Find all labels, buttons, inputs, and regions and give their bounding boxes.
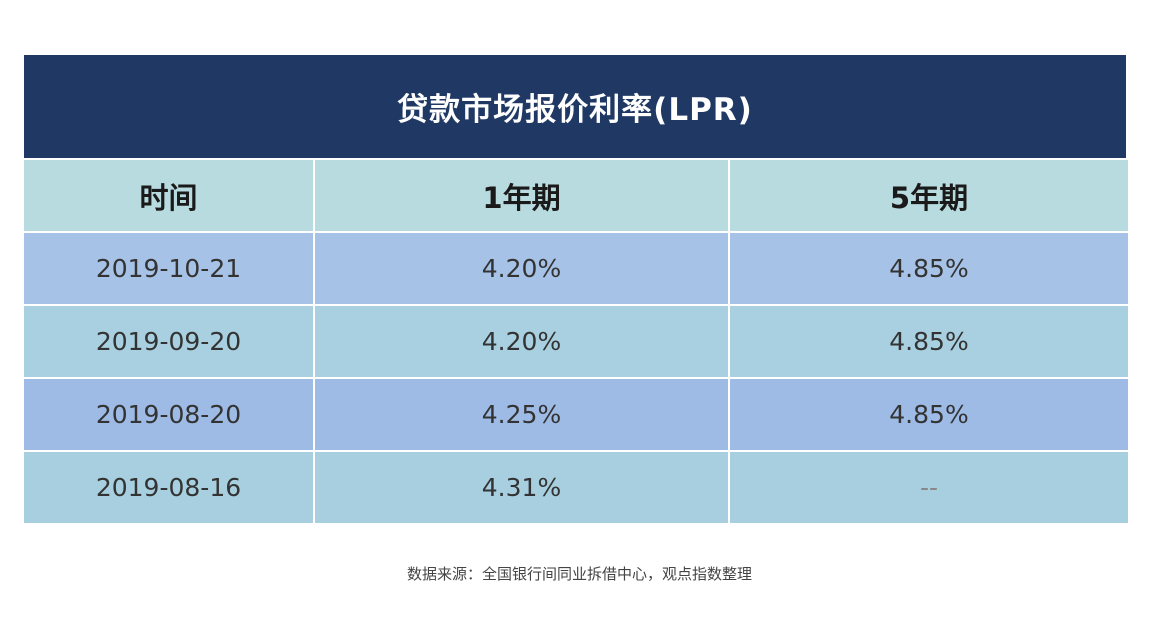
data-source-note: 数据来源：全国银行间同业拆借中心，观点指数整理 bbox=[406, 565, 752, 583]
table-cell: 4.31% bbox=[315, 452, 728, 523]
header-1-year: 1年期 bbox=[315, 160, 728, 231]
table-title: 贷款市场报价利率(LPR) bbox=[24, 55, 1126, 158]
table-cell: 4.85% bbox=[730, 306, 1128, 377]
table-cell: 2019-09-20 bbox=[24, 306, 313, 377]
table-cell: 4.85% bbox=[730, 233, 1128, 304]
table-cell: 4.20% bbox=[315, 306, 728, 377]
table-cell: 4.25% bbox=[315, 379, 728, 450]
lpr-table: 贷款市场报价利率(LPR) 时间 1年期 5年期 2019-10-21 4.20… bbox=[24, 55, 1128, 525]
table-cell: 4.85% bbox=[730, 379, 1128, 450]
header-5-year: 5年期 bbox=[730, 160, 1128, 231]
table-cell: -- bbox=[730, 452, 1128, 523]
table-cell: 2019-10-21 bbox=[24, 233, 313, 304]
header-time: 时间 bbox=[24, 160, 313, 231]
table-grid: 时间 1年期 5年期 2019-10-21 4.20% 4.85% 2019-0… bbox=[24, 160, 1128, 523]
table-cell: 4.20% bbox=[315, 233, 728, 304]
table-cell: 2019-08-16 bbox=[24, 452, 313, 523]
table-cell: 2019-08-20 bbox=[24, 379, 313, 450]
